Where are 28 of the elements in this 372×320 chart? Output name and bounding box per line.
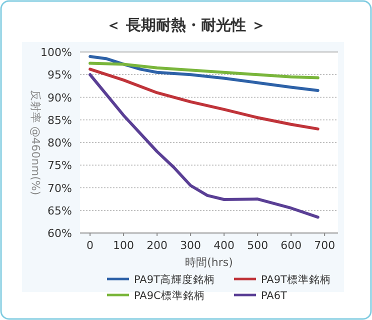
- x-tick-label: 400: [214, 239, 235, 252]
- y-tick-label: 95%: [48, 68, 72, 82]
- x-tick-label: 200: [146, 239, 168, 252]
- x-tick-label: 100: [113, 239, 134, 252]
- legend-label: PA9C標準銘柄: [134, 290, 205, 302]
- x-tick-label: 600: [280, 239, 302, 252]
- y-tick-label: 85%: [48, 114, 72, 127]
- y-tick-label: 65%: [48, 204, 72, 218]
- y-tick-label: 80%: [48, 136, 72, 150]
- legend-label: PA6T: [261, 290, 288, 302]
- x-axis-title: 時間(hrs): [185, 256, 233, 269]
- x-tick-label: 300: [180, 239, 202, 252]
- legend-label: PA9T高輝度銘柄: [134, 273, 215, 286]
- y-tick-label: 100%: [40, 46, 72, 59]
- x-tick-label: 500: [247, 239, 268, 252]
- y-tick-label: 75%: [48, 159, 72, 172]
- line-series: [88, 68, 320, 130]
- chart-title: ＜ 長期耐熱・耐光性 ＞: [106, 16, 266, 34]
- y-tick-label: 90%: [48, 91, 72, 104]
- y-tick-label: 70%: [48, 182, 72, 195]
- x-tick-label: 0: [86, 239, 94, 252]
- line-series: [88, 62, 320, 80]
- line-series: [88, 73, 320, 219]
- line-series: [88, 55, 320, 92]
- legend-label: PA9T標準銘柄: [261, 274, 331, 286]
- x-tick-label: 700: [314, 239, 336, 252]
- y-axis-title: 反射率 @460nm(%): [29, 90, 42, 196]
- y-tick-label: 60%: [48, 227, 72, 240]
